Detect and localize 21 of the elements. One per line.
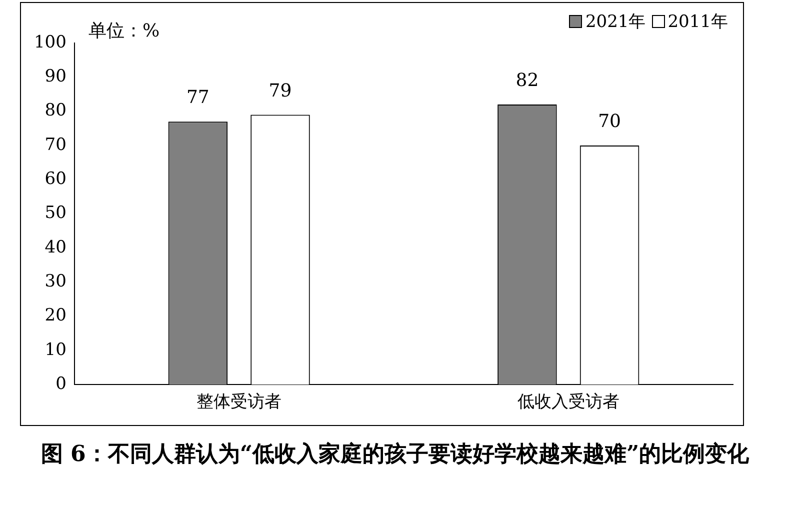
y-tick-label: 30 (44, 272, 66, 292)
y-tick-label: 20 (44, 306, 66, 326)
legend-label: 2021年 (585, 11, 646, 33)
y-tick-label: 90 (44, 66, 66, 87)
y-tick-label: 0 (56, 374, 66, 394)
text: 2011年 (668, 11, 728, 33)
y-tick-label: 10 (44, 340, 66, 360)
text: 图 6：不同人群认为“低收入家庭的孩子要读好学校越来越难”的比例变化 (40, 440, 750, 469)
data-label: 70 (598, 111, 621, 132)
x-tick-label: 整体受访者 (196, 392, 282, 412)
y-tick-label: 50 (44, 203, 66, 224)
y-tick-label: 60 (44, 169, 66, 190)
data-label: 79 (268, 80, 292, 102)
y-tick-label: 70 (44, 134, 66, 155)
data-label: 77 (186, 87, 210, 108)
y-tick-label: 40 (44, 237, 66, 258)
text: 单位：% (88, 20, 160, 42)
x-tick-label: 低收入受访者 (517, 392, 620, 412)
y-tick-label: 80 (44, 100, 66, 121)
data-label: 82 (516, 70, 539, 92)
y-tick-label: 100 (34, 32, 66, 52)
